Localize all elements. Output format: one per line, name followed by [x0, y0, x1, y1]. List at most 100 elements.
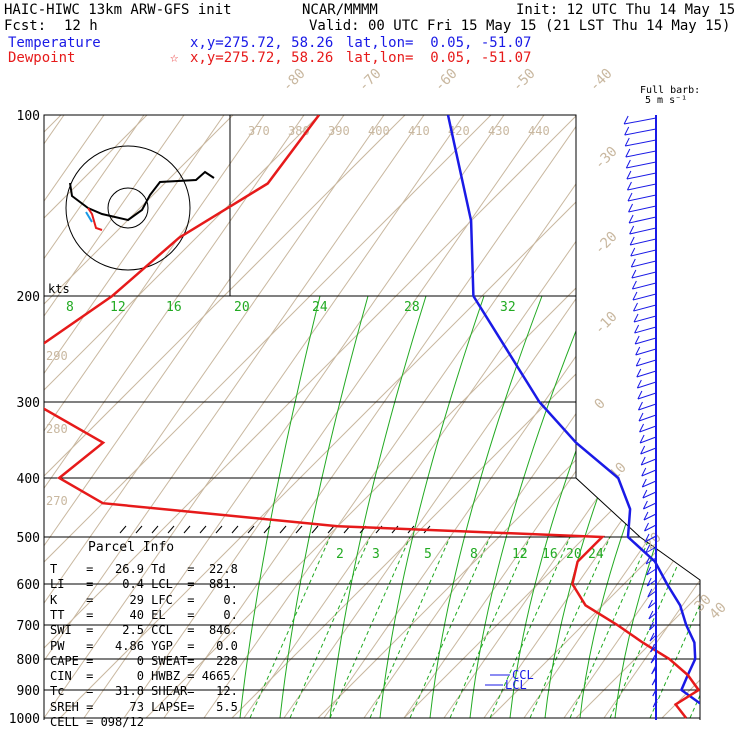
theta-label: 430 — [488, 124, 510, 138]
init-label: Init: 12 UTC Thu 14 May 15 — [516, 2, 736, 18]
barb-unit-label: 5 m s⁻¹ — [645, 95, 688, 106]
wind-barb — [630, 249, 657, 257]
hatch-mark — [279, 525, 287, 534]
wind-barb — [637, 392, 657, 400]
wind-barb-flag — [638, 401, 643, 411]
dry-adiabat-line — [363, 115, 700, 719]
hatch-mark — [199, 525, 207, 534]
wind-barb — [625, 139, 657, 147]
wind-barb — [646, 579, 657, 587]
wind-barb-flag — [625, 159, 631, 169]
isotherm-line — [44, 115, 234, 719]
mixing-ratio-label-lower: 12 — [512, 547, 528, 562]
wind-barb-flag — [646, 566, 652, 576]
isotherm-line — [575, 115, 700, 719]
dry-adiabat-line — [83, 115, 505, 719]
wind-barb — [633, 304, 657, 312]
wind-barb — [628, 205, 657, 213]
fcst-value: 12 h — [64, 18, 98, 34]
theta-label: 440 — [528, 124, 550, 138]
wind-barb-flag — [637, 390, 643, 400]
wind-barb-flag — [631, 269, 637, 279]
isotherm-line — [44, 115, 492, 719]
wind-barb-flag — [638, 412, 644, 422]
wind-barb — [646, 568, 657, 576]
isotherm-tick-label: -70 — [356, 66, 385, 95]
wind-barb-flag — [629, 225, 635, 235]
wind-barb-flag — [624, 126, 630, 136]
lcl-label: LCL — [505, 678, 527, 692]
moist-adiabat-dash — [569, 536, 651, 719]
mixing-ratio-line — [329, 295, 427, 719]
wind-barb-flag — [645, 555, 651, 565]
wind-barb-flag — [639, 434, 645, 444]
wind-barb — [644, 535, 657, 543]
moist-adiabat-dash — [409, 536, 491, 719]
mixing-ratio-label-lower: 3 — [372, 547, 380, 562]
dry-adiabat-line — [523, 115, 700, 719]
wind-barb-flag — [630, 258, 636, 268]
wind-barb-flag — [642, 500, 648, 510]
mixing-ratio-line — [469, 295, 591, 719]
wind-barb — [637, 381, 657, 389]
parcel-info-row: CELL = 098/12 — [50, 715, 144, 729]
wind-barb-flag — [623, 115, 629, 125]
moist-adiabat-dash — [449, 536, 531, 719]
temp-latlon-readout: lat,lon= 0.05, -51.07 — [346, 35, 532, 51]
wind-barb — [644, 524, 657, 532]
star-marker: ☆ — [170, 50, 179, 66]
dry-adiabat-line — [44, 115, 185, 719]
wind-barb-flag — [625, 148, 631, 158]
wind-barb — [641, 458, 657, 466]
hatch-mark — [183, 525, 191, 534]
kts-label: kts — [48, 282, 70, 296]
wind-barb-flag — [626, 170, 632, 180]
wind-barb-flag — [648, 610, 654, 620]
temperature-profile — [446, 115, 700, 705]
hatch-mark — [119, 525, 127, 534]
hatch-mark — [215, 525, 223, 534]
hatch-mark — [167, 525, 175, 534]
hatch-mark — [135, 525, 143, 534]
dew-xy-readout: x,y=275.72, 58.26 — [190, 50, 334, 66]
wind-barb-flag — [652, 698, 658, 708]
hodograph-low-trace — [87, 207, 103, 231]
dry-adiabat-line — [44, 115, 145, 719]
wind-barb-flag — [624, 137, 630, 147]
dew-latlon-readout: lat,lon= 0.05, -51.07 — [346, 50, 532, 66]
wind-barb — [639, 436, 657, 444]
dry-adiabat-line — [44, 115, 225, 719]
mixing-ratio-line — [579, 295, 700, 719]
wind-barb-flag — [647, 588, 653, 598]
mixing-ratio-label-lower: 5 — [424, 547, 432, 562]
dry-adiabat-line — [163, 115, 585, 719]
wind-barb — [629, 227, 657, 235]
wind-barb — [649, 623, 657, 631]
wind-barb — [632, 293, 657, 301]
moist-adiabat-dash — [489, 536, 571, 719]
dry-adiabat-line — [44, 115, 305, 719]
pressure-tick-label: 1000 — [9, 712, 40, 727]
isotherm-line — [489, 115, 700, 719]
parcel-info-row: Tc = 31.8 SHEAR= 12. — [50, 684, 238, 699]
wind-barb-flag — [635, 346, 641, 356]
wind-barb-flag — [649, 621, 654, 631]
dewpoint-legend: Dewpoint — [8, 50, 76, 66]
wind-barb — [636, 359, 657, 367]
mixing-ratio-line — [614, 295, 700, 719]
hatch-mark — [231, 525, 239, 534]
wind-barb-flag — [635, 357, 641, 367]
isotherm-line — [44, 115, 148, 719]
wind-barb-flag — [632, 291, 638, 301]
wind-barb — [631, 271, 657, 279]
dry-adiabat-line — [323, 115, 700, 719]
pressure-tick-label: 600 — [17, 578, 40, 593]
wind-barb-flag — [634, 335, 640, 345]
wind-barb — [639, 425, 657, 433]
dry-adiabat-line — [44, 115, 345, 719]
parcel-info-row: CAPE = 0 SWEAT= 228 — [50, 653, 238, 668]
moist-adiabat-dash — [329, 536, 411, 719]
wind-barb-flag — [641, 478, 647, 488]
pressure-tick-label: 800 — [17, 653, 40, 668]
wind-barb-flag — [640, 445, 646, 455]
